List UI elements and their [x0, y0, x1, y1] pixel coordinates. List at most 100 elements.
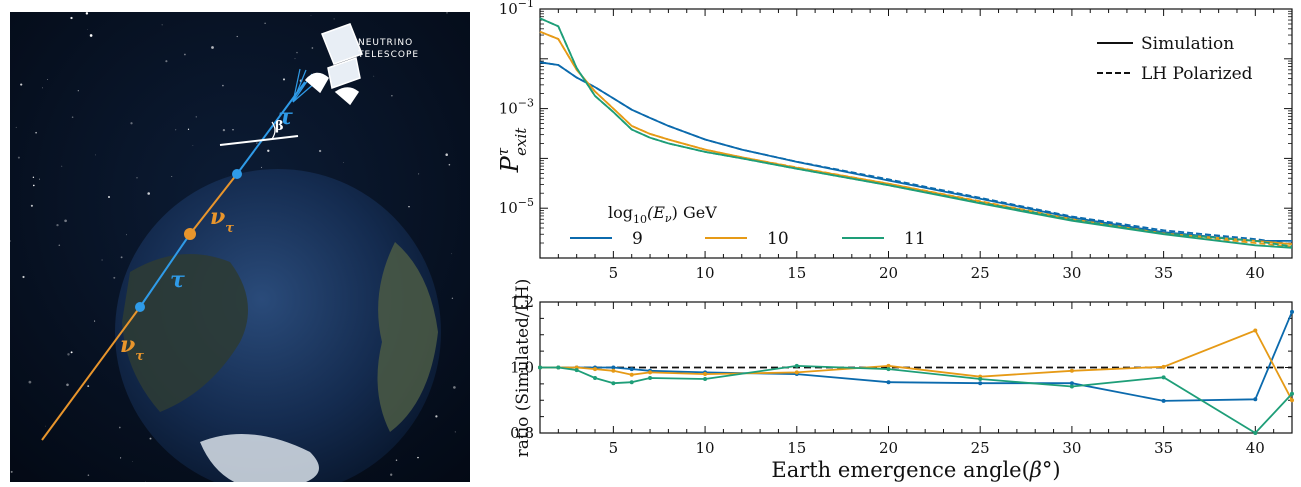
- earth: [115, 169, 441, 482]
- beta-label: β: [275, 119, 284, 134]
- top-series-lines: [539, 17, 1293, 249]
- bottom-panel: 5 10 15 20 25 30 35 40 0.8 1.0 1.2 ratio (Simulat…: [510, 279, 1294, 482]
- star: [70, 16, 73, 20]
- star: [20, 83, 23, 86]
- star: [256, 142, 258, 144]
- x-tick-label: 25: [971, 439, 990, 457]
- x-tick-label: 20: [879, 439, 898, 457]
- star: [42, 87, 43, 89]
- tau-label-upper: τ: [278, 104, 293, 130]
- x-tick-label: 10: [696, 264, 715, 282]
- series-10-simulation-line: [539, 30, 1293, 245]
- energy-legend-title: log10(Eν) GeV: [608, 203, 717, 226]
- ratio-series-9-point: [978, 381, 983, 386]
- ratio-series-9-point: [1290, 309, 1294, 314]
- ratio-series-11-point: [978, 376, 983, 381]
- x-tick-label: 40: [1246, 439, 1265, 457]
- ratio-series-11-point: [648, 375, 653, 380]
- bottom-series-lines: [538, 309, 1294, 435]
- tau-neutrino-illustration: β ντ τ ντ τ NEUTRINO TELESCOPE: [10, 12, 470, 482]
- ratio-series-9-point: [611, 365, 616, 370]
- energy-legend-items: 9 10 11: [570, 229, 926, 249]
- energy-legend-label-11: 11: [904, 229, 926, 249]
- ratio-series-9-point: [1161, 398, 1166, 403]
- star: [310, 15, 312, 16]
- ratio-series-11-point: [574, 368, 579, 373]
- star: [22, 275, 25, 279]
- x-tick-label: 5: [609, 439, 619, 457]
- energy-legend-label-10: 10: [767, 229, 789, 249]
- bottom-y-axis-label: ratio (Simulated/LH): [513, 279, 533, 458]
- star: [232, 129, 234, 131]
- star: [417, 456, 419, 459]
- energy-legend-label-9: 9: [632, 229, 643, 249]
- ratio-series-11-point: [1069, 384, 1074, 389]
- star: [87, 29, 88, 30]
- ratio-series-11-point: [1161, 375, 1166, 380]
- star: [61, 165, 63, 167]
- ratio-series-10-point: [794, 370, 799, 375]
- ratio-series-9-point: [1253, 397, 1258, 402]
- star: [132, 461, 134, 462]
- star: [56, 223, 59, 227]
- star: [32, 176, 35, 178]
- ratio-series-10-point: [629, 372, 634, 377]
- star: [165, 60, 168, 63]
- star: [89, 34, 93, 37]
- x-axis-label: Earth emergence angle(β°): [771, 458, 1060, 482]
- star: [145, 480, 146, 482]
- star: [236, 35, 238, 38]
- y-tick-label: 1.0: [510, 359, 534, 377]
- star: [418, 173, 420, 175]
- star: [71, 116, 74, 118]
- ratio-series-11-point: [794, 363, 799, 368]
- ratio-series-11-point: [611, 381, 616, 386]
- x-tick-label: 15: [787, 439, 806, 457]
- star: [10, 470, 13, 473]
- interaction-vertex-2: [184, 228, 196, 240]
- star: [149, 437, 152, 440]
- horizon-line: [219, 135, 299, 146]
- interaction-vertex-1: [135, 302, 145, 312]
- tau-exit-probability-chart: 5 10 15 20 25 30 35 40 10−1 10−3 10−5 Pτexit Simu…: [494, 0, 1294, 482]
- interaction-vertex-3: [232, 169, 242, 179]
- star: [32, 184, 35, 187]
- y-tick-label: 10−1: [499, 0, 534, 18]
- bottom-y-ticks: 0.8 1.0 1.2: [510, 293, 1292, 442]
- star: [311, 47, 314, 49]
- ratio-series-10-point: [1069, 368, 1074, 373]
- star: [47, 79, 49, 81]
- x-tick-label: 30: [1062, 439, 1081, 457]
- x-tick-label: 35: [1154, 439, 1173, 457]
- star: [120, 256, 123, 259]
- style-legend: Simulation LH Polarized: [1097, 34, 1253, 84]
- star: [192, 145, 194, 146]
- top-x-ticks: 5 10 15 20 25 30 35 40: [539, 9, 1293, 282]
- star: [10, 240, 11, 242]
- star: [184, 53, 186, 56]
- star: [77, 90, 79, 92]
- x-tick-label: 10: [696, 439, 715, 457]
- ratio-series-10-point: [593, 367, 598, 372]
- star: [171, 176, 173, 177]
- star: [318, 149, 322, 153]
- ratio-series-9-point: [629, 367, 634, 372]
- star: [451, 253, 452, 255]
- ratio-series-11-line: [540, 364, 1293, 435]
- star: [17, 156, 20, 159]
- star: [175, 129, 177, 131]
- ratio-series-10-point: [611, 368, 616, 373]
- top-panel: 5 10 15 20 25 30 35 40 10−1 10−3 10−5 Pτexit Simu…: [494, 0, 1293, 282]
- ratio-series-11-point: [629, 380, 634, 385]
- ratio-series-10-point: [703, 372, 708, 377]
- star: [118, 426, 121, 429]
- ratio-series-11-point: [886, 367, 891, 372]
- star: [85, 12, 89, 15]
- star: [408, 205, 410, 208]
- ratio-series-11-point: [556, 365, 561, 370]
- star: [187, 128, 190, 130]
- star: [445, 153, 448, 156]
- star: [94, 320, 96, 322]
- ratio-series-9-point: [1069, 381, 1074, 386]
- x-tick-label: 35: [1154, 264, 1173, 282]
